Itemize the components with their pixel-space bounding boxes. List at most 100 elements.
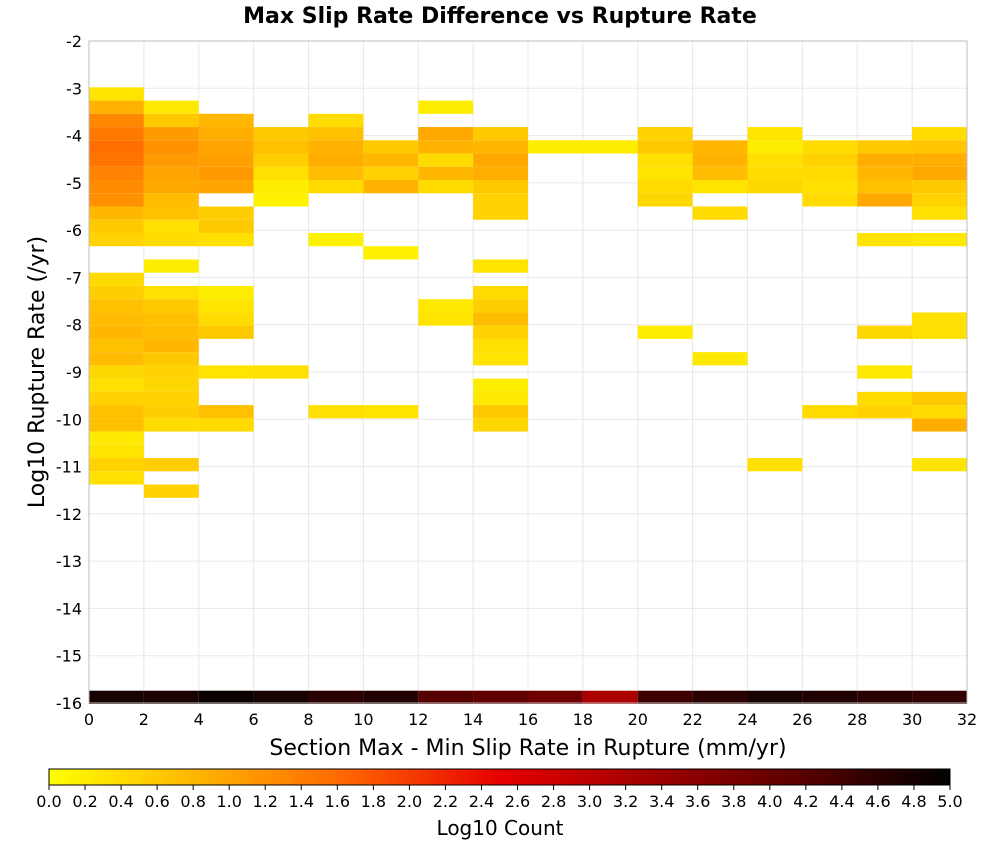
- heatmap-cell: [308, 127, 364, 141]
- y-tick-label: -3: [66, 79, 82, 98]
- heatmap-cell: [198, 325, 254, 339]
- heatmap-cell: [912, 418, 967, 432]
- heatmap-cell: [857, 166, 913, 181]
- heatmap-cell: [308, 405, 364, 419]
- heatmap-cell: [363, 166, 419, 181]
- heatmap-cell: [912, 232, 967, 247]
- colorbar: [48, 768, 951, 786]
- x-tick-labels: 0 2 4 6 8 10 12 14 16 18 20 22 24 26 28 30 32: [84, 710, 977, 729]
- colorbar-tick-label: 1.4: [289, 792, 314, 811]
- heatmap-cell: [637, 180, 693, 194]
- y-tick-label: -5: [66, 174, 82, 193]
- heatmap-cell: [912, 312, 967, 326]
- heatmap-cell: [198, 153, 254, 167]
- heatmap-cell: [857, 690, 913, 704]
- heatmap-cell: [89, 418, 144, 432]
- heatmap-cell: [198, 166, 254, 181]
- colorbar-tick-label: 2.0: [397, 792, 422, 811]
- heatmap-cell: [582, 690, 638, 704]
- heatmap-cell: [89, 285, 144, 300]
- x-tick-label: 6: [249, 710, 259, 729]
- heatmap-cell: [198, 206, 254, 220]
- heatmap-cell: [253, 140, 309, 154]
- colorbar-tick-label: 1.0: [216, 792, 241, 811]
- colorbar-tick-label: 0.8: [180, 792, 205, 811]
- heatmap-cell: [143, 206, 199, 220]
- heatmap-cell: [143, 193, 199, 207]
- heatmap-cell: [308, 180, 364, 194]
- heatmap-cell: [637, 325, 693, 339]
- heatmap-cell: [89, 232, 144, 247]
- heatmap-cell: [692, 690, 748, 704]
- x-tick-label: 14: [463, 710, 483, 729]
- heatmap-cell: [89, 352, 144, 366]
- heatmap-cell: [473, 405, 528, 419]
- heatmap-cell: [418, 140, 474, 154]
- heatmap-cell: [473, 285, 528, 300]
- heatmap-cell: [143, 325, 199, 339]
- heatmap-cell: [143, 232, 199, 247]
- heatmap-cell: [363, 140, 419, 154]
- heatmap-cell: [473, 338, 528, 353]
- heatmap-cell: [473, 352, 528, 366]
- heatmap-cell: [692, 166, 748, 181]
- heatmap-cell: [747, 690, 803, 704]
- heatmap-cell: [857, 391, 913, 406]
- y-tick-label: -4: [66, 127, 82, 146]
- heatmap-cell: [473, 378, 528, 392]
- heatmap-cell: [198, 232, 254, 247]
- heatmap-cell: [857, 193, 913, 207]
- colorbar-tick-label: 5.0: [937, 792, 962, 811]
- heatmap-cell: [89, 100, 144, 114]
- heatmap-cell: [143, 127, 199, 141]
- heatmap-cell: [857, 153, 913, 167]
- heatmap-cell: [912, 180, 967, 194]
- heatmap-cell: [89, 219, 144, 233]
- x-tick-label: 26: [792, 710, 812, 729]
- heatmap-cell: [637, 140, 693, 154]
- heatmap-cell: [89, 272, 144, 286]
- heatmap-cell: [912, 193, 967, 207]
- x-tick-label: 24: [737, 710, 757, 729]
- x-tick-label: 28: [847, 710, 867, 729]
- heatmap-cell: [473, 690, 528, 704]
- heatmap-cell: [473, 153, 528, 167]
- heatmap-cell: [89, 127, 144, 141]
- heatmap-cell: [89, 166, 144, 181]
- heatmap-cell: [89, 193, 144, 207]
- heatmap-cell: [363, 690, 419, 704]
- heatmap-cell: [143, 418, 199, 432]
- heatmap-cell: [912, 140, 967, 154]
- heatmap-cell: [89, 365, 144, 379]
- x-tick-label: 18: [573, 710, 593, 729]
- colorbar-label: Log10 Count: [437, 816, 564, 840]
- heatmap-cell: [802, 690, 858, 704]
- heatmap-cell: [802, 166, 858, 181]
- heatmap-cell: [473, 140, 528, 154]
- heatmap-cell: [692, 206, 748, 220]
- heatmap-cell: [198, 405, 254, 419]
- x-axis-label: Section Max - Min Slip Rate in Rupture (…: [269, 736, 786, 761]
- heatmap-cell: [473, 166, 528, 181]
- y-tick-label: -7: [66, 268, 82, 287]
- heatmap-cell: [418, 127, 474, 141]
- colorbar-tick-label: 2.8: [541, 792, 566, 811]
- chart-title: Max Slip Rate Difference vs Rupture Rate: [243, 4, 757, 29]
- heatmap-cell: [912, 127, 967, 141]
- heatmap-cell: [143, 100, 199, 114]
- heatmap-cell: [198, 113, 254, 128]
- y-tick-label: -11: [56, 458, 82, 477]
- heatmap-cell: [747, 458, 803, 472]
- colorbar-tick-label: 3.8: [721, 792, 746, 811]
- heatmap-cell: [253, 127, 309, 141]
- heatmap-cell: [143, 391, 199, 406]
- heatmap-cell: [89, 206, 144, 220]
- heatmap-cell: [89, 471, 144, 485]
- heatmap-cell: [143, 180, 199, 194]
- heatmap-cell: [857, 232, 913, 247]
- heatmap-cell: [89, 690, 144, 704]
- heatmap-cell: [143, 458, 199, 472]
- heatmap-cell: [747, 180, 803, 194]
- heatmap-cell: [637, 153, 693, 167]
- x-tick-label: 30: [902, 710, 922, 729]
